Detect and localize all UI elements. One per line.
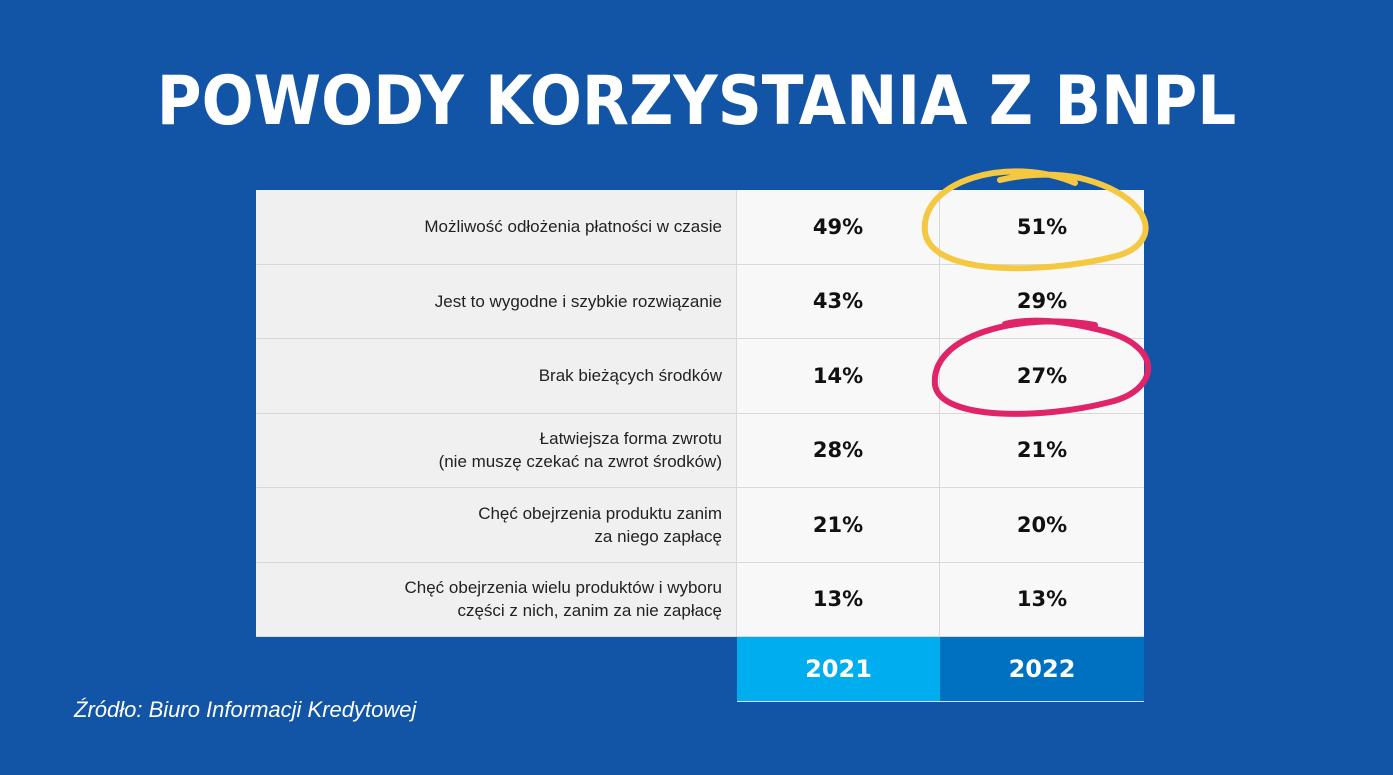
value-cell-2021: 49% [737,190,940,264]
row-label-line: za niego zapłacę [594,526,722,546]
table-row: Możliwość odłożenia płatności w czasie 49… [256,190,1144,265]
row-label: Łatwiejsza forma zwrotu (nie muszę czekać… [256,413,737,487]
source-note: Źródło: Biuro Informacji Kredytowej [74,697,417,722]
table-row: Brak bieżących środków 14% 27% [256,339,1144,414]
value-cell-2022: 21% [940,413,1144,487]
row-label: Możliwość odłożenia płatności w czasie [256,190,737,264]
row-label: Jest to wygodne i szybkie rozwiązanie [256,264,737,338]
table-row: Jest to wygodne i szybkie rozwiązanie 43%… [256,264,1144,339]
row-label-line: Możliwość odłożenia płatności w czasie [424,217,722,237]
value-cell-2021: 28% [737,413,940,487]
row-label-line: części z nich, zanim za nie zapłacę [457,601,722,621]
table-footer: 2021 2022 [256,637,1144,702]
value-cell-2022: 27% [940,339,1144,413]
value-cell-2021: 13% [737,562,940,636]
row-label: Brak bieżących środków [256,339,737,413]
data-table: Możliwość odłożenia płatności w czasie 49… [256,190,1144,702]
page-title: POWODY KORZYSTANIA Z BNPL [156,62,1237,141]
value-cell-2022: 13% [940,562,1144,636]
value-cell-2021: 21% [737,488,940,562]
row-label-line: Chęć obejrzenia wielu produktów i wyboru [404,578,723,598]
row-label-line: (nie muszę czekać na zwrot środków) [438,452,722,472]
value-cell-2022: 20% [940,488,1144,562]
row-label-line: Chęć obejrzenia produktu zanim [478,503,722,523]
row-label-line: Jest to wygodne i szybkie rozwiązanie [434,291,722,311]
value-cell-2022: 51% [940,190,1144,264]
row-label-line: Łatwiejsza forma zwrotu [539,429,722,449]
value-cell-2021: 14% [737,339,940,413]
row-label: Chęć obejrzenia wielu produktów i wyboru… [256,562,737,636]
value-cell-2022: 29% [940,264,1144,338]
table-row: Chęć obejrzenia produktu zanim za niego z… [256,488,1144,563]
table-row: Łatwiejsza forma zwrotu (nie muszę czekać… [256,413,1144,488]
row-label: Chęć obejrzenia produktu zanim za niego z… [256,488,737,562]
column-header-2022: 2022 [940,637,1144,702]
value-cell-2021: 43% [737,264,940,338]
row-label-line: Brak bieżących środków [538,366,722,386]
table-row: Chęć obejrzenia wielu produktów i wyboru… [256,562,1144,637]
column-header-2021: 2021 [737,637,940,702]
